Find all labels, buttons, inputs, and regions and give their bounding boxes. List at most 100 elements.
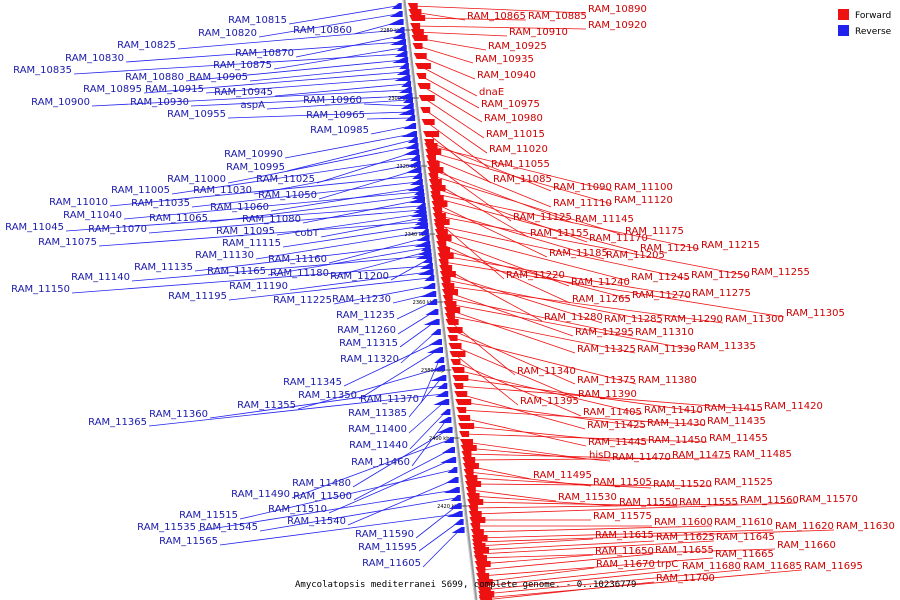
reverse-gene-label: RAM_11360 xyxy=(149,409,208,420)
forward-leader-line xyxy=(438,221,505,280)
forward-leader-line xyxy=(477,529,835,543)
forward-gene-label: RAM_11310 xyxy=(635,327,694,338)
reverse-gene-label: cobT xyxy=(295,228,320,239)
legend-forward-label: Forward xyxy=(855,11,891,21)
forward-gene-label: RAM_11420 xyxy=(764,401,823,412)
forward-gene-label: RAM_11110 xyxy=(553,198,612,209)
forward-gene-label: RAM_11155 xyxy=(530,228,589,239)
reverse-gene-label: RAM_10860 xyxy=(293,25,352,36)
forward-gene-label: RAM_11380 xyxy=(638,375,697,386)
forward-leader-line xyxy=(482,569,681,591)
reverse-gene-label: RAM_10945 xyxy=(214,87,273,98)
forward-feature xyxy=(444,313,455,319)
reverse-leader-line xyxy=(370,125,412,135)
reverse-leader-line xyxy=(415,505,457,539)
forward-leader-line xyxy=(412,5,587,14)
legend: Forward Reverse xyxy=(838,9,892,37)
forward-feature xyxy=(462,457,476,463)
forward-gene-label: RAM_11615 xyxy=(595,530,654,541)
forward-gene-label: RAM_11680 xyxy=(682,561,741,572)
forward-gene-label: RAM_11295 xyxy=(575,327,634,338)
forward-feature xyxy=(446,327,463,333)
forward-feature xyxy=(438,259,449,265)
reverse-gene-label: RAM_11500 xyxy=(293,491,352,502)
forward-feature xyxy=(432,207,443,213)
forward-gene-label: RAM_11525 xyxy=(714,477,773,488)
reverse-gene-label: RAM_11385 xyxy=(348,408,407,419)
forward-gene-label: RAM_11090 xyxy=(553,182,612,193)
forward-feature xyxy=(410,23,421,29)
leader-lines xyxy=(65,5,835,600)
forward-leader-line xyxy=(437,215,750,277)
forward-gene-label: RAM_10925 xyxy=(488,41,547,52)
reverse-gene-label: RAM_11160 xyxy=(268,254,327,265)
forward-feature xyxy=(434,223,445,229)
reverse-leader-line xyxy=(352,429,448,488)
reverse-leader-line xyxy=(347,479,454,526)
reverse-gene-label: RAM_11050 xyxy=(258,190,317,201)
forward-gene-label: RAM_11600 xyxy=(654,517,713,528)
reverse-gene-label: RAM_10895 xyxy=(83,84,142,95)
forward-feature xyxy=(457,415,471,421)
forward-gene-label: trpC xyxy=(657,559,678,570)
forward-leader-line xyxy=(426,121,490,169)
forward-leader-line xyxy=(443,267,543,322)
forward-leader-line xyxy=(424,109,488,154)
forward-leader-line xyxy=(478,548,776,559)
forward-leader-line xyxy=(469,477,652,489)
forward-feature xyxy=(456,407,467,413)
forward-leader-line xyxy=(435,197,639,253)
reverse-leader-line xyxy=(209,195,420,223)
forward-feature xyxy=(439,265,453,271)
forward-leader-line xyxy=(431,163,512,222)
reverse-gene-label: RAM_10930 xyxy=(130,97,189,108)
forward-leader-line xyxy=(430,151,613,205)
reverse-feature xyxy=(387,19,404,25)
forward-gene-label: RAM_10910 xyxy=(509,27,568,38)
forward-gene-label: RAM_11100 xyxy=(614,182,673,193)
reverse-leader-line xyxy=(270,187,419,212)
forward-feature xyxy=(417,83,431,89)
reverse-gene-label: RAM_11010 xyxy=(49,197,108,208)
forward-gene-label: RAM_11265 xyxy=(572,294,631,305)
forward-feature xyxy=(460,445,477,451)
forward-leader-line xyxy=(449,309,576,354)
reverse-gene-label: RAM_11315 xyxy=(339,338,398,349)
forward-feature xyxy=(437,253,454,259)
forward-leader-line xyxy=(435,193,700,250)
reverse-leader-line xyxy=(259,497,456,532)
forward-gene-label: RAM_11415 xyxy=(704,403,763,414)
reverse-gene-label: RAM_11095 xyxy=(216,226,275,237)
forward-gene-label: RAM_11175 xyxy=(625,226,684,237)
reverse-leader-line xyxy=(318,169,417,200)
forward-feature xyxy=(447,335,458,341)
reverse-leader-line xyxy=(273,47,402,70)
forward-gene-label: RAM_10935 xyxy=(475,54,534,65)
reverse-gene-label: RAM_11565 xyxy=(159,536,218,547)
forward-gene-label: RAM_11270 xyxy=(632,290,691,301)
forward-leader-line xyxy=(478,540,715,555)
forward-gene-label: RAM_11555 xyxy=(679,497,738,508)
forward-gene-label: RAM_11120 xyxy=(614,195,673,206)
reverse-leader-line xyxy=(399,321,435,348)
reverse-feature xyxy=(443,487,460,493)
reverse-feature xyxy=(396,45,407,51)
reverse-gene-label: RAM_10955 xyxy=(167,109,226,120)
reverse-feature xyxy=(419,263,433,269)
reverse-feature xyxy=(438,417,452,423)
reverse-feature xyxy=(407,185,424,191)
legend-forward-swatch xyxy=(838,9,849,20)
forward-gene-label: RAM_11560 xyxy=(740,495,799,506)
reverse-gene-label: RAM_11200 xyxy=(330,271,389,282)
reverse-leader-line xyxy=(148,209,422,234)
reverse-feature xyxy=(398,63,409,69)
forward-gene-label: RAM_11085 xyxy=(493,174,552,185)
reverse-feature xyxy=(405,115,416,121)
forward-feature xyxy=(475,567,486,573)
forward-leader-line xyxy=(477,538,594,547)
gene-features xyxy=(387,3,495,600)
forward-gene-label: RAM_11700 xyxy=(656,573,715,584)
reverse-gene-label: RAM_11345 xyxy=(283,377,342,388)
forward-gene-label: RAM_10975 xyxy=(481,99,540,110)
